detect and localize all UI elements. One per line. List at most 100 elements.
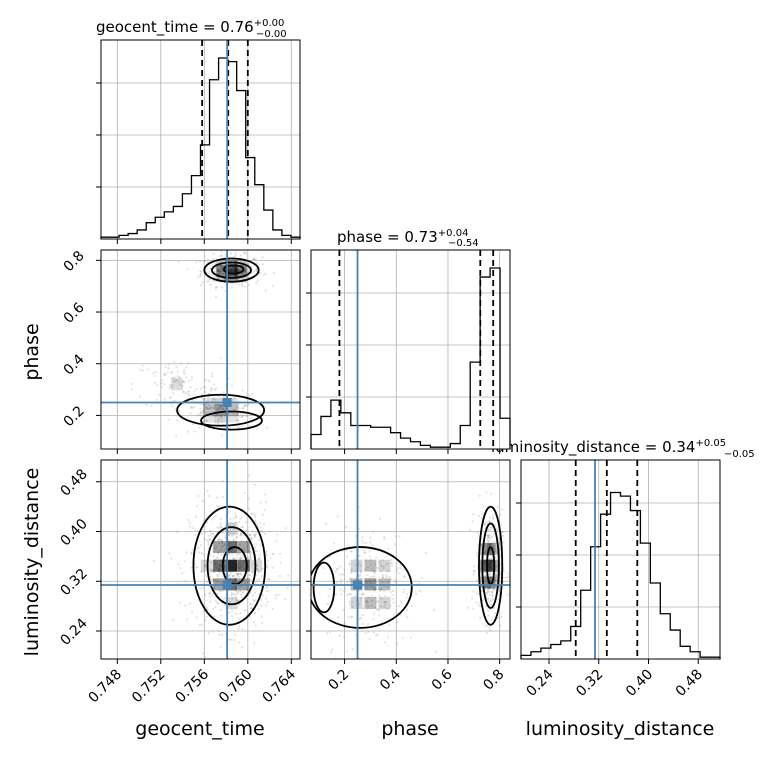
sample-point (207, 541, 210, 544)
sample-point (247, 283, 251, 286)
sample-point (248, 533, 252, 536)
sample-point (489, 603, 492, 606)
sample-point (251, 512, 254, 515)
sample-point (219, 589, 222, 592)
sample-point (237, 624, 241, 627)
sample-point (207, 396, 210, 399)
sample-point (221, 264, 224, 267)
sample-point (220, 538, 223, 542)
sample-point (208, 407, 211, 410)
sample-point (223, 597, 226, 600)
sample-point (236, 575, 239, 578)
sample-point (206, 399, 210, 403)
sample-point (483, 523, 486, 526)
x-tick-label-geocent_time: 0.760 (216, 667, 256, 707)
sample-point (212, 414, 215, 417)
sample-point (204, 378, 208, 382)
sample-point (190, 566, 193, 569)
sample-point (488, 507, 492, 510)
sample-point (233, 267, 236, 270)
sample-point (239, 557, 242, 560)
sample-point (489, 579, 492, 582)
sample-point (350, 550, 353, 553)
sample-point (130, 387, 133, 391)
x-tick-label-luminosity_distance: 0.40 (623, 667, 656, 700)
sample-point (145, 403, 148, 407)
sample-point (185, 376, 188, 379)
sample-point (496, 505, 500, 508)
sample-point (231, 398, 235, 401)
sample-point (130, 382, 133, 385)
sample-point (234, 596, 237, 599)
sample-point (253, 258, 256, 261)
sample-point (177, 260, 180, 263)
sample-point (390, 561, 393, 564)
sample-point (245, 609, 248, 612)
sample-point (384, 574, 388, 577)
sample-point (211, 535, 215, 538)
sample-point (217, 550, 220, 553)
sample-point (227, 538, 230, 542)
truth-marker (222, 397, 232, 407)
sample-point (496, 528, 500, 531)
sample-point (182, 380, 185, 383)
sample-point (190, 376, 193, 379)
sample-point (351, 605, 354, 609)
sample-point (255, 258, 258, 261)
sample-point (395, 642, 398, 645)
sample-point (369, 576, 372, 579)
sample-point (260, 615, 263, 618)
sample-point (237, 269, 240, 272)
sample-point (246, 576, 249, 579)
sample-point (376, 663, 378, 665)
sample-point (248, 615, 252, 619)
sample-point (228, 279, 231, 282)
sample-point (361, 629, 364, 632)
sample-point (170, 371, 173, 375)
sample-point (241, 415, 245, 418)
sample-point (205, 406, 208, 409)
sample-point (177, 563, 180, 566)
sample-point (228, 600, 232, 604)
sample-point (380, 564, 384, 568)
sample-point (212, 252, 215, 255)
sample-point (200, 623, 203, 626)
sample-point (415, 593, 418, 596)
sample-point (217, 505, 221, 508)
sample-point (489, 534, 492, 537)
sample-point (229, 576, 232, 579)
sample-point (248, 425, 251, 428)
sample-point (489, 576, 492, 580)
sample-point (374, 556, 377, 559)
sample-point (232, 534, 235, 537)
sample-point (209, 571, 212, 574)
sample-point (232, 517, 235, 520)
sample-point (172, 379, 175, 383)
sample-point (366, 566, 370, 569)
sample-point (381, 559, 384, 562)
density-cell (225, 597, 238, 610)
density-cell (350, 597, 363, 610)
sample-point (264, 586, 267, 589)
sample-point (390, 562, 393, 565)
sample-point (223, 603, 226, 607)
sample-point (231, 266, 234, 269)
sample-point (496, 616, 500, 620)
sample-point (176, 374, 179, 378)
sample-point (389, 604, 392, 607)
sample-point (155, 398, 158, 401)
sample-point (199, 270, 202, 273)
sample-point (241, 425, 244, 428)
sample-point (220, 554, 223, 557)
sample-point (484, 586, 487, 590)
sample-point (388, 575, 391, 578)
sample-point (345, 594, 348, 597)
sample-point (210, 389, 213, 392)
sample-point (236, 278, 239, 281)
sample-point (256, 568, 259, 571)
sample-point (181, 380, 184, 383)
sample-point (398, 572, 401, 575)
sample-point (202, 385, 205, 389)
sample-point (491, 561, 494, 564)
sample-point (215, 387, 218, 390)
